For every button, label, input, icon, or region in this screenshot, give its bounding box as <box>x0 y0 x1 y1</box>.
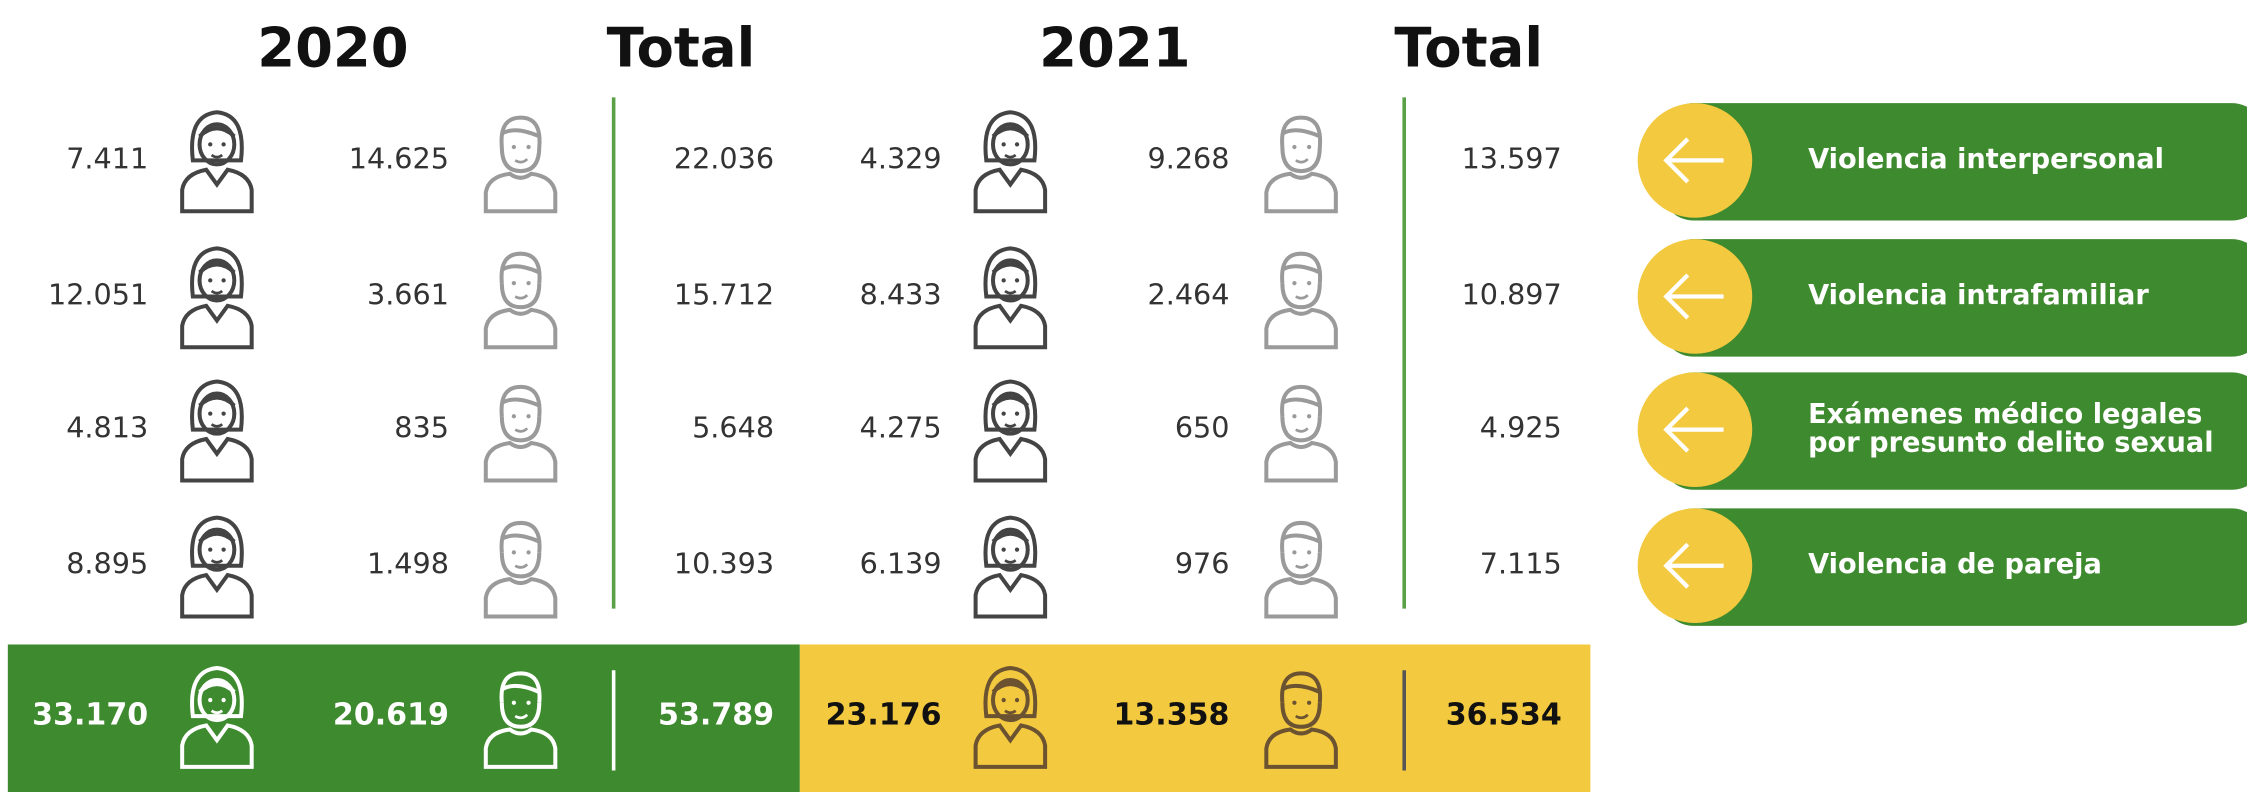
total-value: 53.789 <box>658 698 774 733</box>
man-icon <box>486 523 556 617</box>
man-icon <box>486 254 556 348</box>
category-label: Violencia interpersonal <box>1808 144 2164 175</box>
category-label: Violencia intrafamiliar <box>1808 280 2149 311</box>
man-icon <box>486 387 556 481</box>
category-label: Exámenes médico legales <box>1808 399 2202 430</box>
cell-value: 9.268 <box>1148 141 1230 175</box>
cell-value: 10.897 <box>1462 277 1562 311</box>
man-icon <box>1266 118 1336 212</box>
column-header: Total <box>1394 16 1543 80</box>
column-header: 2021 <box>1039 16 1190 80</box>
woman-icon <box>976 248 1046 347</box>
woman-icon <box>976 382 1046 481</box>
cell-value: 7.411 <box>66 141 148 175</box>
cell-value: 1.498 <box>367 547 449 581</box>
cell-value: 4.813 <box>66 411 148 445</box>
category-button <box>1662 103 2247 221</box>
cell-value: 976 <box>1175 547 1230 581</box>
band-2020 <box>7 644 800 792</box>
cell-value: 12.051 <box>48 277 148 311</box>
cell-value: 2.464 <box>1148 277 1230 311</box>
category-button <box>1662 239 2247 357</box>
woman-icon <box>182 518 252 617</box>
man-icon <box>1266 254 1336 348</box>
cell-value: 6.139 <box>860 547 942 581</box>
cell-value: 22.036 <box>674 141 774 175</box>
category-label: por presunto delito sexual <box>1808 427 2213 458</box>
woman-icon <box>182 248 252 347</box>
category-button <box>1662 508 2247 626</box>
column-header: 2020 <box>257 16 408 80</box>
arrow <box>1663 137 1724 184</box>
total-value: 20.619 <box>333 698 449 733</box>
cell-value: 14.625 <box>349 141 449 175</box>
total-value: 13.358 <box>1113 698 1229 733</box>
column-header: Total <box>607 16 756 80</box>
cell-value: 5.648 <box>692 411 774 445</box>
cell-value: 650 <box>1175 411 1230 445</box>
total-value: 33.170 <box>32 698 148 733</box>
cell-value: 835 <box>394 411 449 445</box>
cell-value: 13.597 <box>1462 141 1562 175</box>
man-icon <box>1266 523 1336 617</box>
cell-value: 4.925 <box>1480 411 1562 445</box>
woman-icon <box>182 112 252 211</box>
woman-icon <box>976 518 1046 617</box>
cell-value: 8.895 <box>66 547 148 581</box>
total-value: 23.176 <box>826 698 942 733</box>
cell-value: 4.275 <box>860 411 942 445</box>
cell-value: 4.329 <box>860 141 942 175</box>
man-icon <box>1266 387 1336 481</box>
arrow <box>1663 406 1724 453</box>
band-2021 <box>799 644 1591 792</box>
cell-value: 8.433 <box>860 277 942 311</box>
cell-value: 15.712 <box>674 277 774 311</box>
man-icon <box>486 118 556 212</box>
category-button <box>1662 372 2247 490</box>
woman-icon <box>976 112 1046 211</box>
woman-icon <box>182 382 252 481</box>
total-value: 36.534 <box>1446 698 1562 733</box>
arrow <box>1663 273 1724 320</box>
cell-value: 7.115 <box>1480 547 1562 581</box>
cell-value: 10.393 <box>674 547 774 581</box>
cell-value: 3.661 <box>367 277 449 311</box>
category-label: Violencia de pareja <box>1808 549 2102 580</box>
arrow <box>1663 542 1724 589</box>
